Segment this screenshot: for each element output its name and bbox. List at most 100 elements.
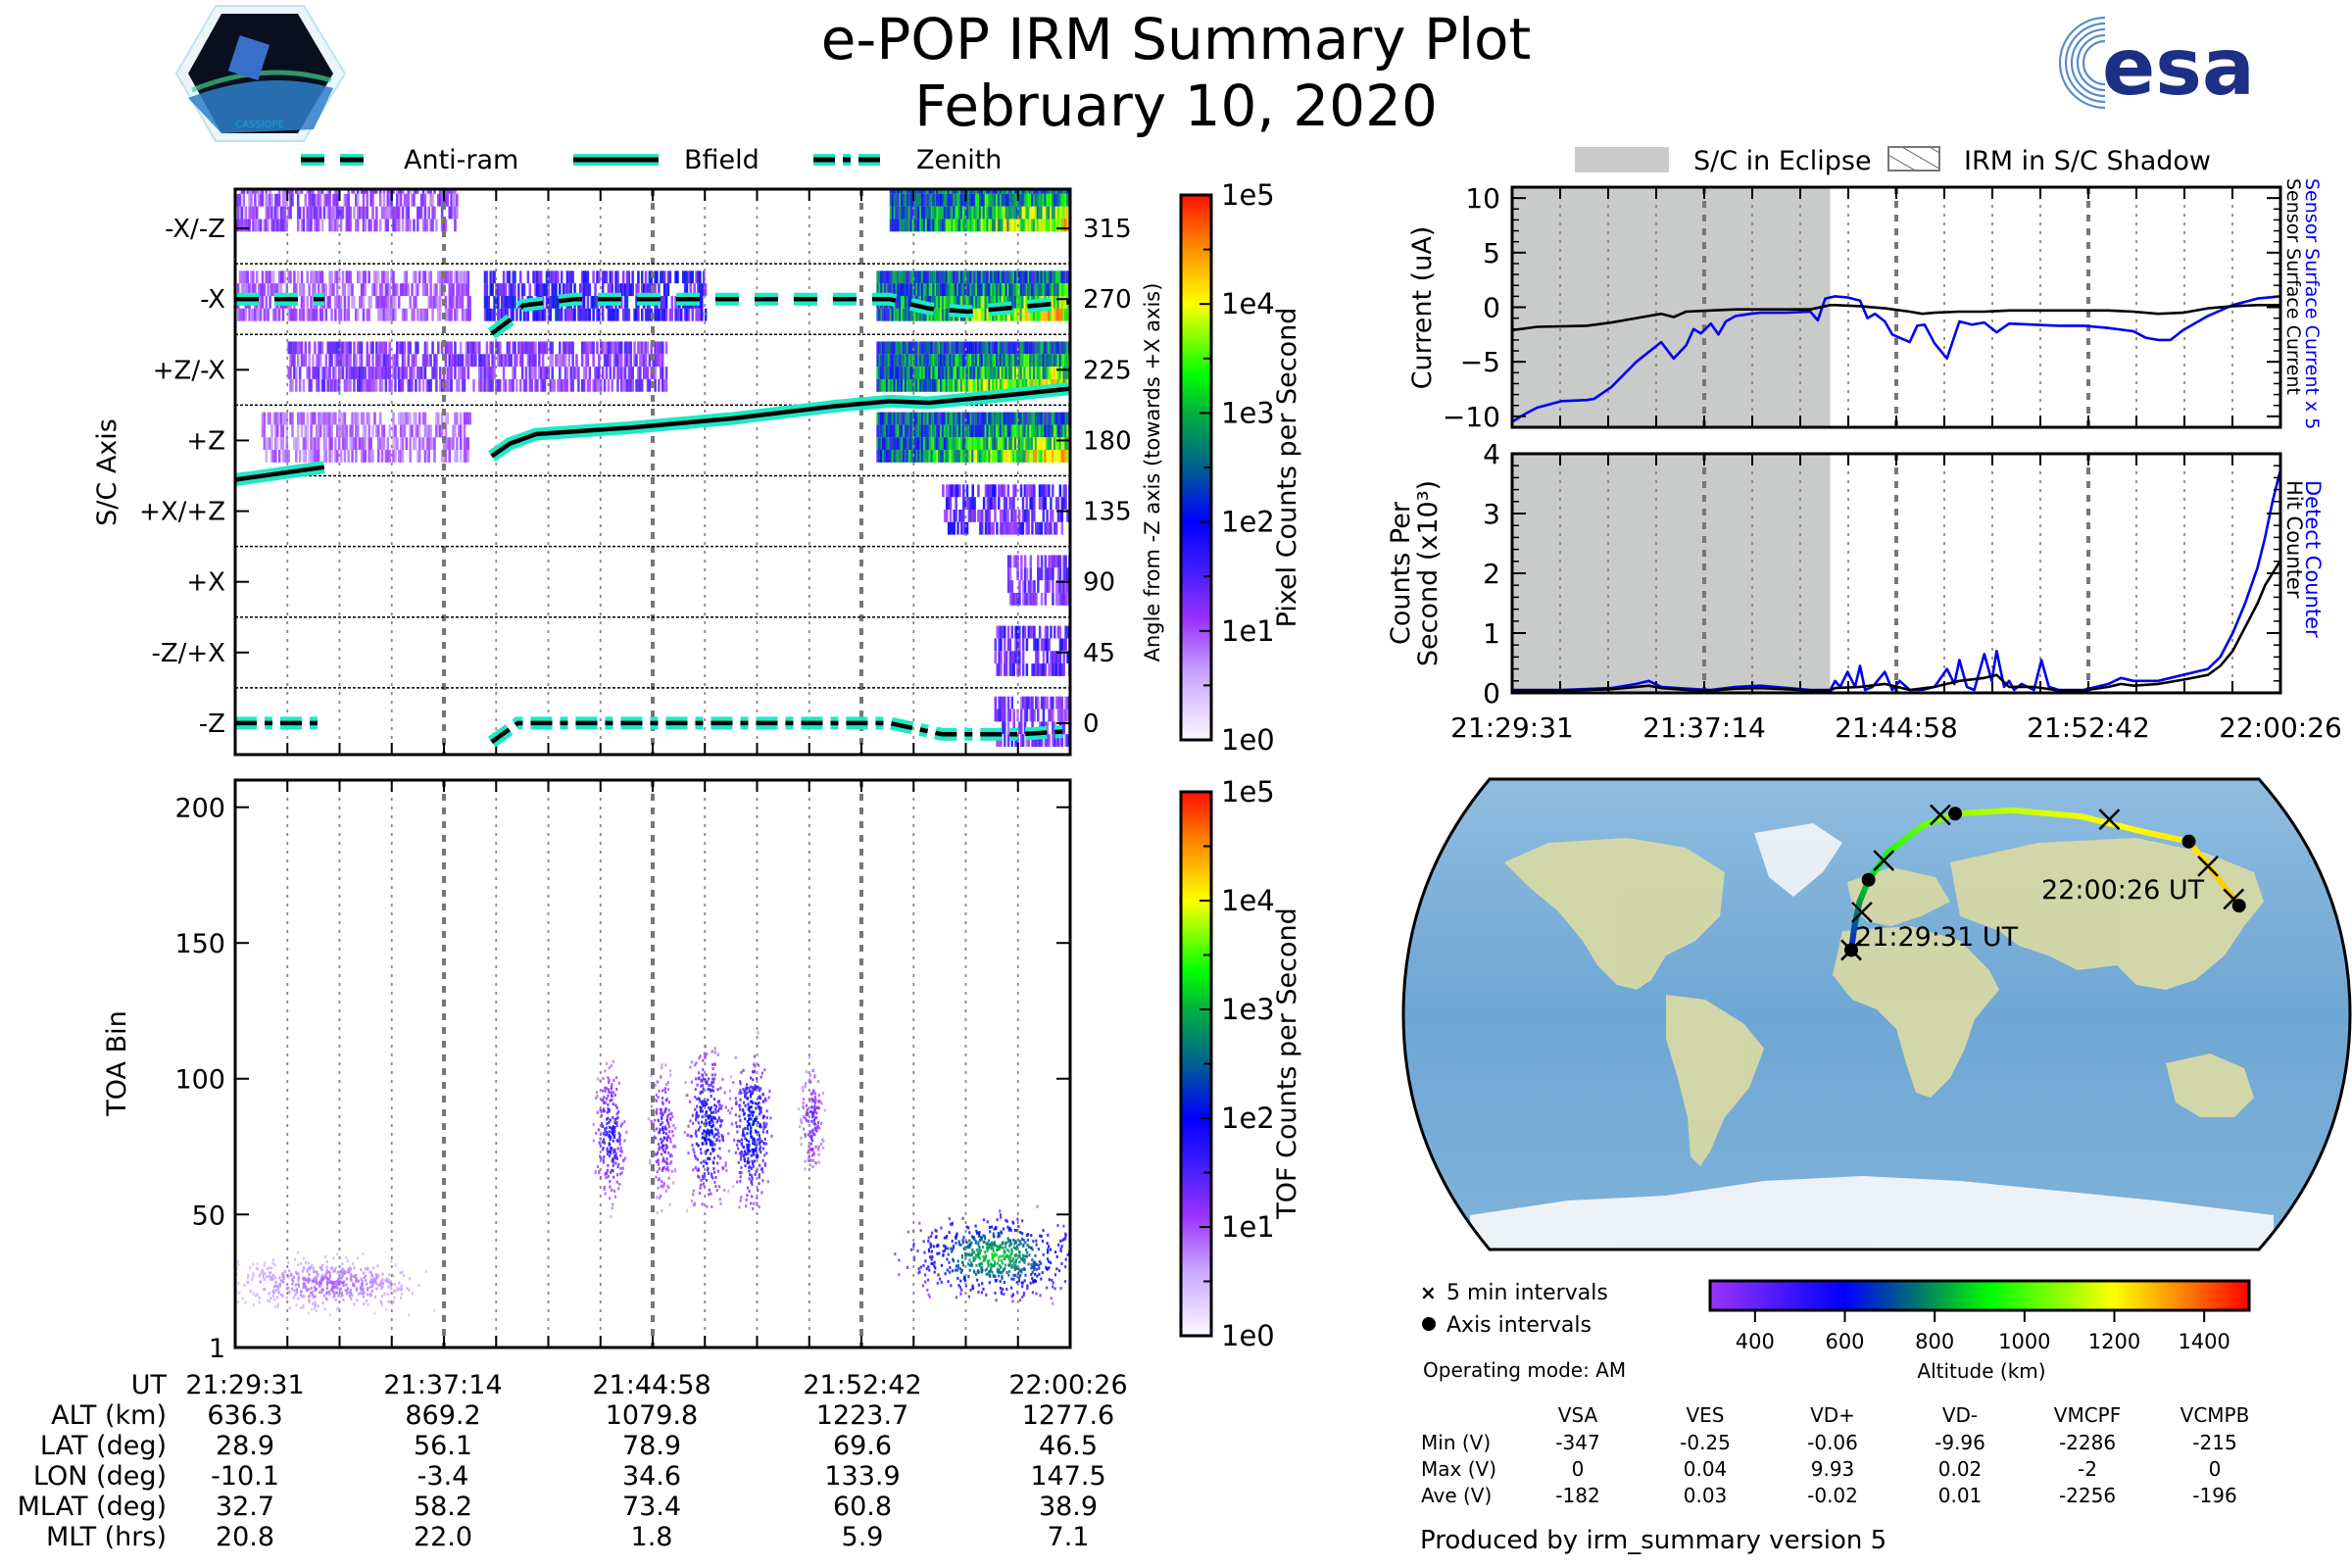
heat-cell [1040, 341, 1044, 355]
heat-cell [373, 270, 376, 284]
heat-cell [541, 341, 545, 355]
heat-cell [990, 193, 993, 207]
heat-cell [602, 1158, 605, 1162]
heat-cell [1066, 592, 1069, 606]
heat-cell [277, 219, 281, 232]
heat-cell [609, 1180, 612, 1184]
heat-cell [1023, 354, 1026, 368]
heat-cell [356, 1256, 360, 1260]
heat-cell [945, 295, 949, 309]
heat-cell [661, 1185, 663, 1189]
heat-cell [613, 1130, 616, 1134]
heat-cell [382, 354, 386, 368]
heat-cell [978, 378, 982, 392]
heat-cell [639, 341, 642, 355]
heat-cell [654, 378, 657, 392]
heat-cell [352, 1262, 355, 1266]
heat-cell [298, 206, 302, 220]
heat-cell [941, 283, 945, 296]
heat-cell [463, 283, 466, 296]
heat-cell [1019, 734, 1023, 747]
heat-cell [458, 424, 461, 438]
heat-cell [893, 270, 896, 284]
heat-cell [446, 193, 450, 207]
heat-cell [982, 450, 986, 463]
heat-cell [1044, 412, 1047, 425]
heat-cell [909, 424, 913, 438]
heat-cell [296, 193, 300, 207]
heat-cell [1029, 625, 1032, 639]
heat-cell [465, 412, 468, 425]
heat-cell [951, 424, 954, 438]
heat-cell [1025, 734, 1029, 747]
heat-cell [524, 367, 528, 379]
heat-cell [1025, 509, 1028, 522]
heat-cell [930, 341, 933, 355]
angle-tick-label: 135 [1083, 498, 1132, 527]
heat-cell [448, 367, 451, 379]
heat-cell [577, 378, 580, 392]
heat-cell [604, 1127, 607, 1131]
heat-cell [332, 367, 335, 379]
heat-cell [664, 295, 668, 309]
heat-cell [543, 308, 547, 321]
heat-cell [639, 367, 642, 379]
heat-cell [1036, 283, 1040, 296]
heat-cell [711, 1067, 714, 1071]
heat-cell [661, 308, 664, 321]
heat-cell [431, 193, 434, 207]
heat-cell [1008, 638, 1012, 652]
heat-cell [515, 378, 518, 392]
heat-cell [997, 378, 1001, 392]
heat-cell [504, 378, 508, 392]
heat-cell [317, 378, 320, 392]
heat-cell [332, 412, 335, 425]
heat-cell [657, 1143, 661, 1147]
heat-cell [907, 437, 911, 451]
heat-cell [269, 412, 271, 425]
heat-cell [1066, 412, 1069, 425]
heat-cell [901, 412, 904, 425]
heat-cell [971, 367, 974, 379]
heat-cell [1040, 567, 1044, 581]
heat-cell [322, 283, 326, 296]
heat-cell [332, 378, 335, 392]
heat-cell [973, 509, 976, 522]
heat-cell [524, 308, 528, 321]
heat-cell [614, 354, 617, 368]
heat-cell [364, 1274, 368, 1278]
heat-cell [481, 378, 485, 392]
heat-cell [1014, 651, 1017, 664]
heat-cell [337, 437, 341, 451]
heat-cell [399, 378, 403, 392]
heat-cell [895, 378, 898, 392]
heat-cell [953, 521, 956, 535]
heat-cell [943, 219, 947, 232]
heat-cell [289, 341, 292, 355]
heat-cell [332, 1291, 335, 1295]
heat-cell [1010, 663, 1014, 676]
heat-cell [547, 367, 551, 379]
heat-cell [1036, 638, 1040, 652]
heat-cell [337, 270, 341, 284]
heat-cell [883, 270, 887, 284]
heat-cell [1034, 367, 1038, 379]
heat-cell [961, 424, 965, 438]
heat-cell [618, 341, 621, 355]
heat-cell [403, 270, 407, 284]
heat-cell [1013, 341, 1017, 355]
heat-cell [938, 308, 941, 321]
heat-cell [265, 308, 269, 321]
heat-cell [899, 308, 902, 321]
heat-cell [295, 189, 298, 194]
heat-cell [895, 354, 898, 368]
heat-cell [902, 450, 906, 463]
heat-cell [276, 1302, 280, 1306]
heat-cell [625, 295, 629, 309]
heat-cell [1012, 295, 1015, 309]
heat-cell [1013, 437, 1017, 451]
heat-cell [394, 1263, 397, 1267]
heat-cell [314, 206, 317, 220]
heat-cell [631, 367, 634, 379]
heat-cell [252, 189, 255, 194]
